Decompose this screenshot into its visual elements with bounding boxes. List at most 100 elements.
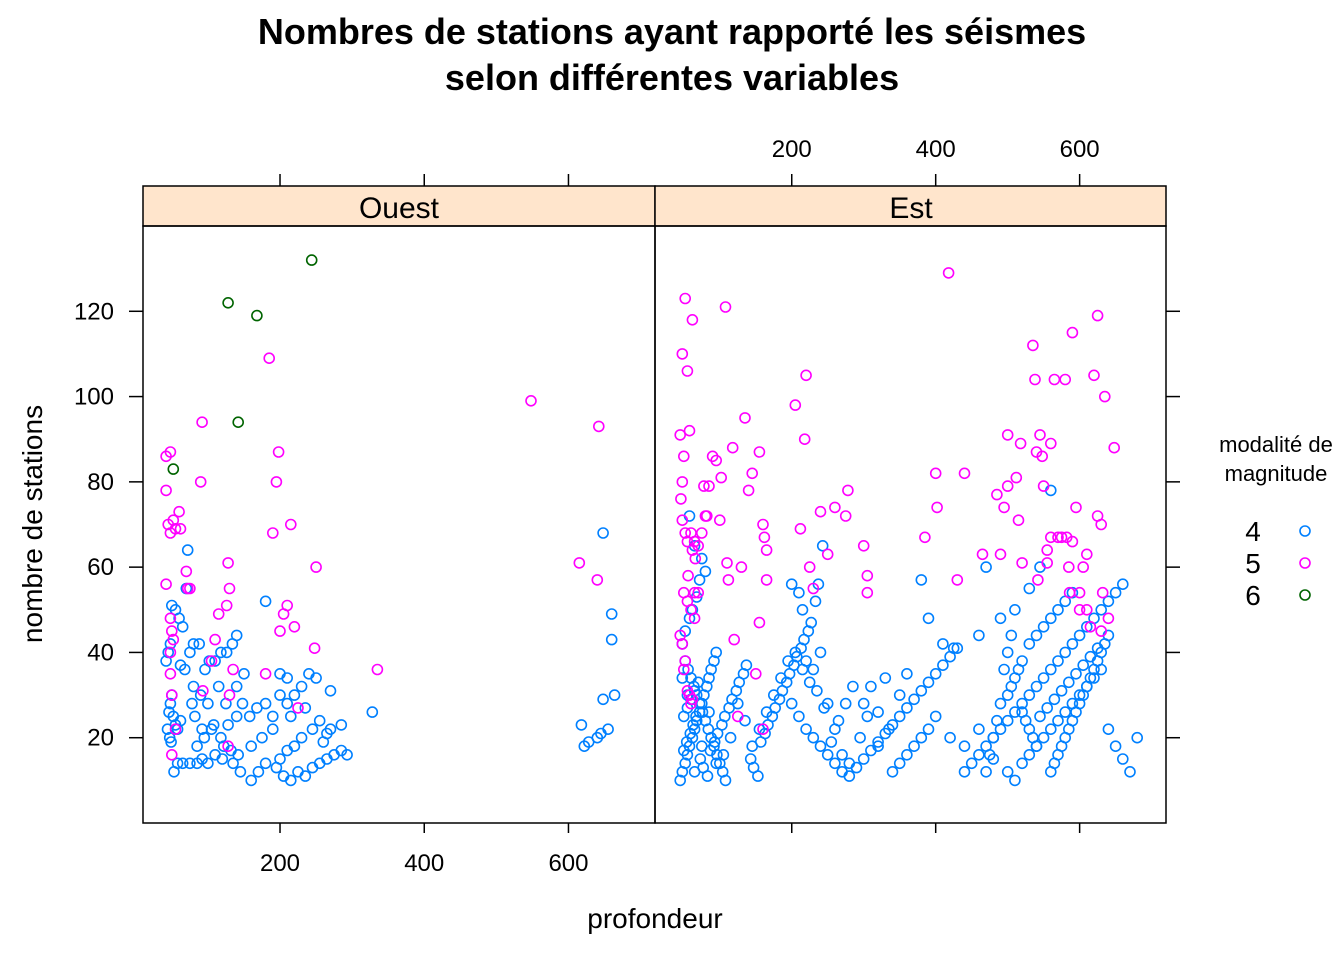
- data-point: [1037, 620, 1050, 633]
- data-point: [682, 569, 694, 582]
- data-point: [305, 254, 318, 266]
- data-point: [814, 646, 827, 659]
- data-point: [169, 522, 182, 535]
- data-point: [1001, 646, 1014, 659]
- data-point: [1010, 471, 1023, 484]
- data-point: [1081, 548, 1093, 561]
- data-point: [973, 629, 985, 642]
- data-point: [1009, 774, 1021, 787]
- data-point: [919, 531, 931, 544]
- data-point: [980, 765, 992, 778]
- data-point: [901, 702, 913, 714]
- data-point: [929, 467, 942, 480]
- data-point: [1041, 544, 1053, 556]
- data-point: [232, 416, 244, 429]
- data-point: [602, 723, 614, 736]
- data-point: [676, 476, 689, 488]
- data-point: [1012, 663, 1025, 676]
- data-point: [674, 429, 687, 441]
- data-point: [679, 655, 692, 667]
- data-point: [721, 557, 733, 569]
- data-point: [689, 552, 702, 565]
- data-point: [1037, 731, 1050, 744]
- data-point: [746, 467, 759, 480]
- data-point: [1066, 326, 1079, 339]
- data-point: [197, 684, 209, 697]
- data-point: [829, 501, 841, 514]
- data-point: [1073, 629, 1086, 642]
- data-point: [757, 518, 769, 531]
- axes-layer: 200 200 400 400 600 600 20 40 60 80 100 120: [74, 136, 1180, 877]
- data-point: [1005, 629, 1018, 642]
- data-point: [798, 433, 811, 446]
- data-point: [742, 484, 755, 497]
- data-point: [1059, 706, 1071, 718]
- data-point: [1048, 693, 1061, 706]
- data-point: [998, 501, 1010, 514]
- data-point: [232, 748, 244, 761]
- data-point: [929, 667, 942, 680]
- data-point: [575, 719, 588, 731]
- data-point: [710, 454, 723, 467]
- data-point: [942, 267, 955, 279]
- legend-entries: 456: [1245, 516, 1311, 611]
- data-point: [686, 313, 699, 326]
- data-point: [676, 638, 689, 650]
- data-point: [994, 697, 1007, 710]
- data-point: [1023, 638, 1036, 650]
- data-point: [731, 697, 744, 710]
- data-point: [803, 676, 816, 689]
- y-tick-label: 20: [87, 725, 114, 752]
- data-point: [205, 655, 218, 667]
- data-point: [245, 740, 257, 753]
- data-point: [724, 731, 737, 744]
- data-point: [209, 633, 221, 646]
- data-point: [174, 714, 187, 727]
- data-point: [1077, 561, 1089, 573]
- y-axis-title: nombre de stations: [17, 405, 48, 643]
- data-point: [893, 689, 906, 701]
- data-point: [1014, 437, 1027, 450]
- data-point: [814, 505, 827, 518]
- data-point: [800, 369, 812, 382]
- data-point: [901, 667, 913, 680]
- data-point: [1055, 684, 1068, 697]
- data-point: [703, 672, 715, 684]
- data-point: [847, 680, 859, 693]
- data-point: [821, 697, 834, 710]
- data-point: [901, 748, 913, 761]
- data-point: [854, 731, 866, 744]
- data-point: [1030, 740, 1043, 753]
- data-point: [857, 539, 870, 552]
- data-point: [1088, 672, 1100, 684]
- data-point: [1102, 595, 1115, 608]
- data-point: [321, 727, 333, 740]
- data-point: [1095, 625, 1107, 637]
- data-point: [1131, 731, 1143, 744]
- data-point: [1032, 574, 1044, 586]
- data-point: [1117, 578, 1129, 591]
- data-point: [1073, 689, 1086, 701]
- data-point: [1016, 757, 1028, 770]
- data-point: [857, 753, 870, 765]
- data-point: [160, 578, 172, 591]
- data-point: [681, 365, 694, 377]
- data-point: [760, 574, 773, 586]
- data-point: [288, 689, 301, 701]
- data-point: [1045, 723, 1057, 736]
- data-point: [746, 740, 759, 753]
- legend-label: 5: [1245, 548, 1261, 579]
- data-point: [915, 684, 928, 697]
- data-point: [171, 757, 184, 770]
- data-point: [187, 638, 200, 650]
- data-point: [767, 689, 780, 701]
- data-point: [908, 693, 920, 706]
- data-point: [179, 663, 191, 676]
- data-point: [167, 633, 180, 646]
- data-point: [299, 702, 312, 714]
- data-point: [284, 710, 297, 723]
- data-point: [973, 748, 985, 761]
- data-point: [592, 420, 605, 433]
- data-point: [915, 574, 928, 586]
- data-point: [1023, 689, 1036, 701]
